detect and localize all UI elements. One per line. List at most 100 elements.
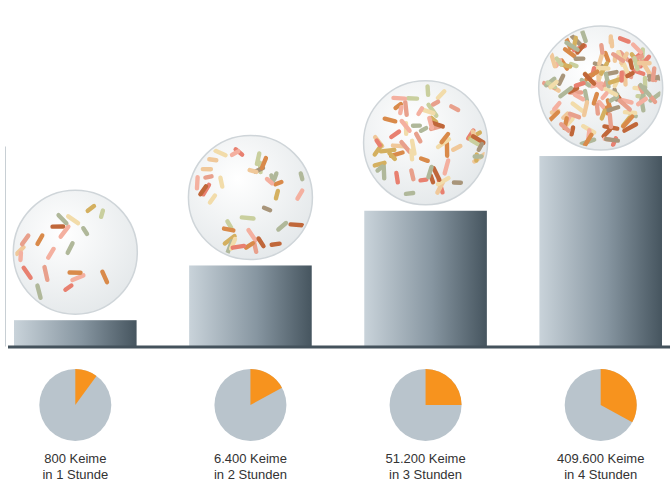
- bacterium: [294, 188, 305, 202]
- bacterium: [427, 115, 435, 130]
- pie: [390, 369, 462, 441]
- bacterium: [547, 109, 561, 123]
- bacterium: [558, 121, 572, 134]
- bacterium: [415, 105, 425, 117]
- bacterium: [230, 243, 246, 250]
- bacterium: [19, 233, 31, 248]
- pie-share: [250, 369, 282, 405]
- category-label-line: 800 Keime: [44, 451, 106, 466]
- bacterium: [42, 264, 50, 282]
- bacterium: [221, 226, 236, 233]
- bacterium: [254, 151, 262, 167]
- bacterium: [398, 105, 404, 116]
- bacterium: [256, 235, 267, 249]
- bacterium: [62, 282, 74, 292]
- bacterium: [207, 192, 218, 205]
- bacterium: [650, 66, 656, 82]
- bacterium: [599, 43, 605, 55]
- bacterium: [374, 138, 383, 149]
- bacterium: [45, 246, 56, 261]
- bacterium: [197, 183, 209, 197]
- bacterium: [609, 38, 614, 49]
- bacterium: [50, 224, 65, 229]
- bacterium: [582, 132, 594, 148]
- bacterium: [630, 41, 644, 55]
- bacterium: [99, 269, 109, 285]
- bacterium: [607, 112, 613, 129]
- bacterium: [442, 158, 451, 176]
- bacterium: [229, 148, 241, 158]
- bacterium: [425, 84, 430, 97]
- bacterium: [430, 99, 441, 108]
- category-label: 800 Keimein 1 Stunde: [42, 451, 108, 482]
- bacterium: [98, 208, 105, 220]
- category-label-line: 409.600 Keime: [557, 451, 644, 466]
- category-label-line: in 4 Stunden: [564, 467, 637, 482]
- petri-dish: [364, 81, 488, 205]
- category-label: 6.400 Keimein 2 Stunden: [214, 451, 287, 482]
- chart: 800 Keimein 1 Stunde 6.400 Keimein 2 Stun…: [0, 0, 672, 493]
- bacterium: [409, 148, 415, 161]
- bacterium: [573, 56, 585, 61]
- category-label-line: 51.200 Keime: [385, 451, 465, 466]
- bacterium: [374, 163, 385, 173]
- petri-dish: [188, 135, 312, 259]
- bacterium: [213, 148, 229, 158]
- bacterium: [591, 91, 600, 106]
- category-label: 51.200 Keimein 3 Stunden: [385, 451, 465, 482]
- dish: [364, 81, 488, 205]
- bacterium: [567, 111, 582, 120]
- dish: [188, 135, 312, 259]
- bacterium: [600, 90, 610, 101]
- bacterium: [264, 176, 275, 186]
- pie-share: [75, 369, 96, 405]
- bacterium: [85, 203, 97, 214]
- bacterium: [203, 174, 214, 180]
- bacterium: [610, 51, 626, 64]
- bars: [14, 156, 662, 346]
- bacterium: [418, 156, 430, 164]
- bar: [189, 265, 312, 346]
- pie-rest: [39, 369, 111, 441]
- pie: [39, 369, 111, 441]
- bacterium: [413, 131, 423, 144]
- bacterium: [247, 167, 259, 174]
- bacterium: [637, 61, 652, 66]
- bacterium: [635, 96, 649, 107]
- baseline: [8, 346, 670, 349]
- bacterium: [394, 170, 400, 184]
- bacterium: [35, 283, 44, 301]
- pie-share: [426, 369, 462, 405]
- bar: [364, 211, 487, 346]
- bacterium: [259, 155, 269, 171]
- bacterium: [403, 190, 415, 196]
- bacterium: [448, 103, 461, 112]
- bacterium: [573, 80, 586, 88]
- bacterium: [298, 171, 305, 182]
- bacterium: [58, 223, 72, 239]
- bacterium: [18, 250, 23, 262]
- bacterium: [372, 134, 385, 149]
- bacterium: [218, 175, 225, 189]
- bacterium: [391, 95, 407, 100]
- bacteria: [195, 146, 306, 256]
- bacterium: [288, 222, 304, 228]
- bacterium: [547, 79, 559, 91]
- category-label: 409.600 Keimein 4 Stunden: [557, 451, 644, 482]
- bacterium: [557, 85, 574, 99]
- bacterium: [207, 157, 219, 163]
- bacterium: [399, 118, 413, 134]
- bacterium: [620, 113, 635, 129]
- bacterium: [409, 168, 416, 182]
- bacteria: [372, 84, 487, 196]
- bacterium: [617, 97, 633, 112]
- pie-rest: [565, 369, 637, 441]
- bacteria: [541, 28, 662, 148]
- bacterium: [65, 240, 76, 255]
- bacterium: [624, 70, 635, 79]
- category-label-line: 6.400 Keime: [214, 451, 287, 466]
- bar: [539, 156, 662, 346]
- bacterium: [435, 88, 448, 101]
- bacterium: [450, 143, 463, 153]
- dish: [539, 26, 663, 150]
